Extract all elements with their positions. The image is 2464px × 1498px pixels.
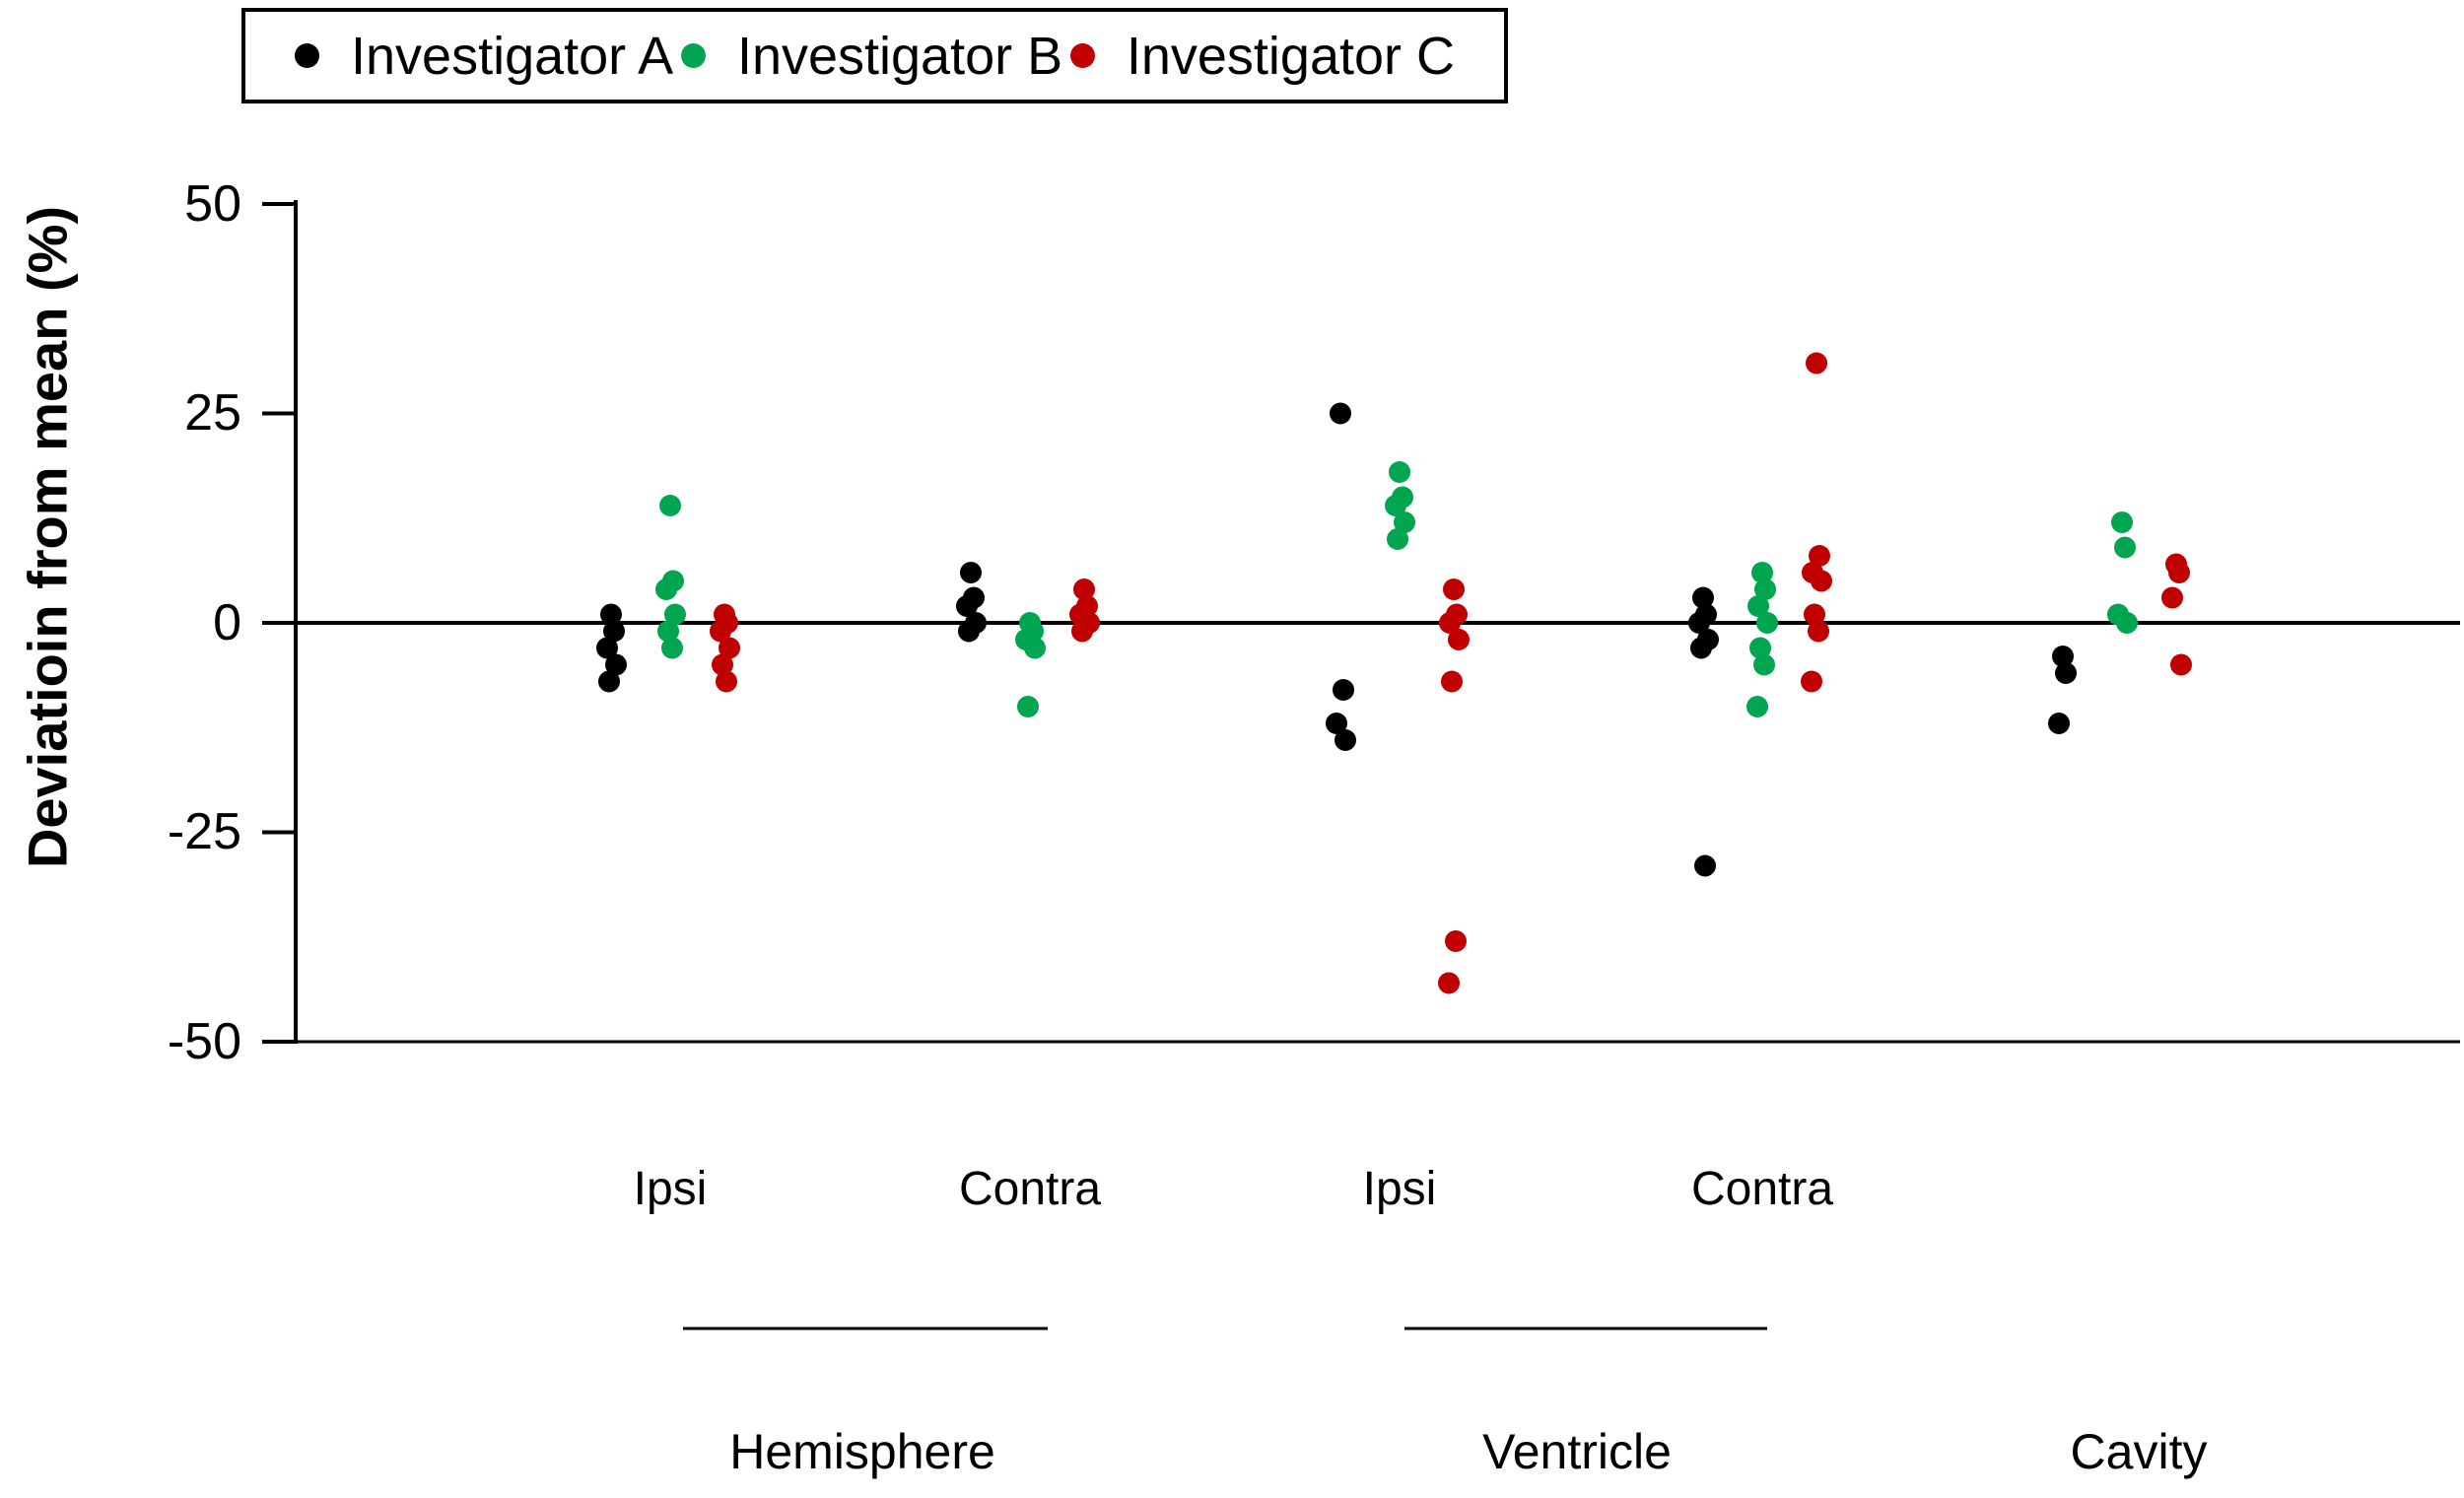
data-point-investigator-a [1690, 637, 1712, 659]
data-point-investigator-b [664, 603, 686, 626]
data-point-investigator-c [719, 637, 740, 659]
data-point-investigator-c [1445, 930, 1467, 952]
y-axis-title: Deviatioin from mean (%) [16, 205, 79, 869]
data-point-investigator-c [1808, 620, 1829, 643]
data-point-investigator-a [1330, 402, 1351, 425]
data-point-investigator-b [1389, 461, 1410, 483]
legend-label-investigator-a: Investigator A [351, 26, 674, 86]
data-point-investigator-a [596, 637, 618, 659]
data-point-investigator-b [1749, 637, 1771, 659]
data-point-investigator-b [659, 495, 681, 516]
data-point-investigator-b [1747, 595, 1769, 617]
data-point-investigator-a [1688, 612, 1710, 634]
data-point-investigator-c [1801, 670, 1822, 693]
legend-label-investigator-c: Investigator C [1126, 26, 1455, 86]
data-point-investigator-a [1333, 679, 1354, 701]
data-point-investigator-b [1753, 653, 1775, 676]
y-tick-label-neg-50: -50 [167, 1013, 241, 1070]
data-point-investigator-c [712, 653, 733, 676]
data-point-investigator-a [2052, 646, 2074, 667]
legend-item-investigator-b: Investigator B [680, 26, 1063, 87]
x-section-hemisphere: Hemisphere [729, 1424, 995, 1479]
x-section-ventricle: Ventricle [1482, 1424, 1672, 1479]
data-point-investigator-a [598, 670, 620, 693]
data-point-investigator-c [2161, 586, 2183, 609]
data-point-investigator-b [1387, 528, 1408, 550]
data-point-investigator-b [655, 579, 677, 600]
data-point-investigator-c [1443, 579, 1465, 600]
legend-label-investigator-b: Investigator B [736, 26, 1063, 86]
data-point-investigator-a [1335, 729, 1356, 751]
data-point-investigator-c [1439, 612, 1461, 634]
data-point-investigator-c [1073, 579, 1095, 600]
x-section-cavity: Cavity [2070, 1424, 2208, 1479]
y-tick-label-25: 25 [184, 384, 241, 442]
x-category-hemisphere-contra: Contra [958, 1163, 1102, 1215]
data-point-investigator-a [2048, 713, 2070, 734]
data-point-investigator-a [1692, 586, 1714, 609]
data-point-investigator-b [1754, 579, 1776, 600]
data-point-investigator-b [2116, 612, 2138, 634]
data-point-investigator-a [1694, 854, 1716, 877]
data-point-investigator-c [710, 620, 731, 643]
y-tick-label-50: 50 [184, 175, 241, 233]
data-point-investigator-b [1756, 612, 1778, 634]
x-category-ventricle-contra: Contra [1690, 1163, 1834, 1215]
data-point-investigator-a [958, 620, 980, 643]
data-point-investigator-a [603, 620, 625, 643]
legend-item-investigator-c: Investigator C [1069, 26, 1455, 87]
data-point-investigator-b [2114, 536, 2136, 559]
data-point-investigator-b [661, 637, 683, 659]
legend: Investigator A Investigator B Investigat… [241, 8, 1508, 103]
data-point-investigator-b [2111, 511, 2133, 533]
data-point-investigator-b [1385, 495, 1406, 516]
data-point-investigator-a [960, 562, 982, 583]
data-point-investigator-b [1746, 696, 1768, 717]
data-point-investigator-a [2055, 662, 2077, 684]
data-point-investigator-c [1071, 620, 1093, 643]
data-point-investigator-c [1438, 972, 1460, 994]
data-point-investigator-b [1024, 637, 1046, 659]
data-point-investigator-c [1441, 670, 1463, 693]
legend-dot-investigator-c-icon [1069, 43, 1095, 68]
legend-item-investigator-a: Investigator A [295, 26, 673, 87]
legend-dot-investigator-b-icon [680, 43, 706, 68]
y-tick-label-neg-25: -25 [167, 803, 241, 860]
data-point-investigator-b [1017, 696, 1039, 717]
x-category-ventricle-ipsi: Ipsi [1362, 1163, 1437, 1215]
data-point-investigator-b [1394, 511, 1415, 533]
data-point-investigator-a [600, 603, 622, 626]
data-point-investigator-c [2168, 562, 2190, 583]
data-point-investigator-b [657, 620, 679, 643]
legend-dot-investigator-a-icon [295, 43, 319, 68]
y-tick-label-0: 0 [213, 594, 241, 651]
data-point-investigator-c [1811, 570, 1832, 592]
x-category-hemisphere-ipsi: Ipsi [633, 1163, 708, 1215]
data-point-investigator-c [716, 670, 737, 693]
data-point-investigator-a [1326, 713, 1347, 734]
data-point-investigator-c [1804, 603, 1825, 626]
data-point-investigator-a [956, 595, 978, 617]
data-point-investigator-c [1809, 545, 1830, 567]
data-point-investigator-c [2170, 653, 2192, 676]
data-point-investigator-a [605, 653, 627, 676]
data-point-investigator-c [1448, 629, 1470, 650]
data-point-investigator-c [1806, 352, 1827, 374]
data-point-investigator-b [1751, 562, 1773, 583]
